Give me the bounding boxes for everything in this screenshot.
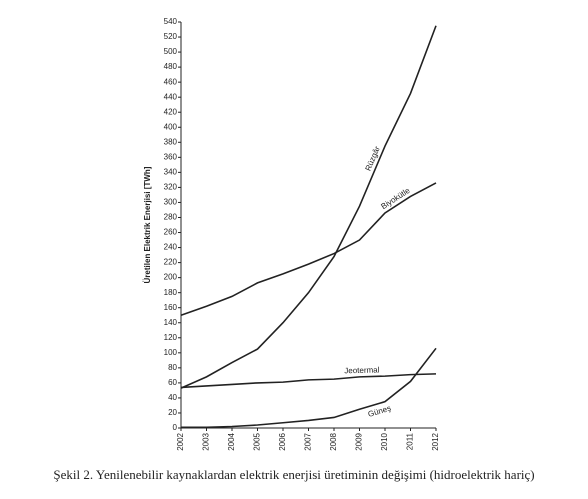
x-tick-label: 2008: [329, 432, 338, 450]
y-tick-label: 140: [164, 318, 178, 327]
y-tick-label: 500: [164, 47, 178, 56]
y-axis-label: Üretilen Elektrik Enerjisi [TWh]: [143, 166, 152, 283]
y-tick-label: 260: [164, 228, 178, 237]
x-tick-label: 2003: [202, 432, 211, 450]
y-tick-label: 0: [173, 423, 178, 432]
y-tick-label: 80: [168, 363, 177, 372]
x-tick-label: 2005: [253, 432, 262, 450]
series-line: [180, 182, 437, 316]
series-line: [180, 373, 437, 389]
y-tick-label: 340: [164, 167, 178, 176]
y-tick-label: 440: [164, 92, 178, 101]
y-tick-label: 520: [164, 32, 178, 41]
y-tick-label: 20: [168, 408, 177, 417]
y-tick-label: 480: [164, 62, 178, 71]
y-tick-label: 300: [164, 198, 178, 207]
series-label: Jeotermal: [344, 365, 380, 375]
y-tick-label: 160: [164, 303, 178, 312]
x-tick-label: 2009: [355, 432, 364, 450]
y-tick-label: 60: [168, 378, 177, 387]
x-tick-label: 2011: [406, 432, 415, 450]
y-tick-label: 400: [164, 122, 178, 131]
x-tick-label: 2007: [304, 432, 313, 450]
y-tick-label: 240: [164, 243, 178, 252]
y-tick-label: 360: [164, 152, 178, 161]
y-tick-label: 120: [164, 333, 178, 342]
y-tick-label: 200: [164, 273, 178, 282]
x-tick-label: 2006: [278, 432, 287, 450]
y-tick-label: 220: [164, 258, 178, 267]
y-tick-label: 100: [164, 348, 178, 357]
x-tick-label: 2004: [227, 432, 236, 450]
series-line: [181, 347, 437, 429]
y-tick-label: 380: [164, 137, 178, 146]
x-tick-label: 2012: [431, 432, 440, 450]
y-tick-label: 280: [164, 213, 178, 222]
y-tick-label: 180: [164, 288, 178, 297]
y-tick-label: 420: [164, 107, 178, 116]
y-tick-label: 320: [164, 183, 178, 192]
series-line: [180, 25, 437, 389]
caption: Şekil 2. Yenilenebilir kaynaklardan elek…: [53, 467, 534, 482]
y-tick-label: 40: [168, 393, 177, 402]
y-tick-label: 540: [164, 17, 178, 26]
y-tick-label: 460: [164, 77, 178, 86]
x-tick-label: 2010: [380, 432, 389, 450]
x-tick-label: 2002: [176, 432, 185, 450]
